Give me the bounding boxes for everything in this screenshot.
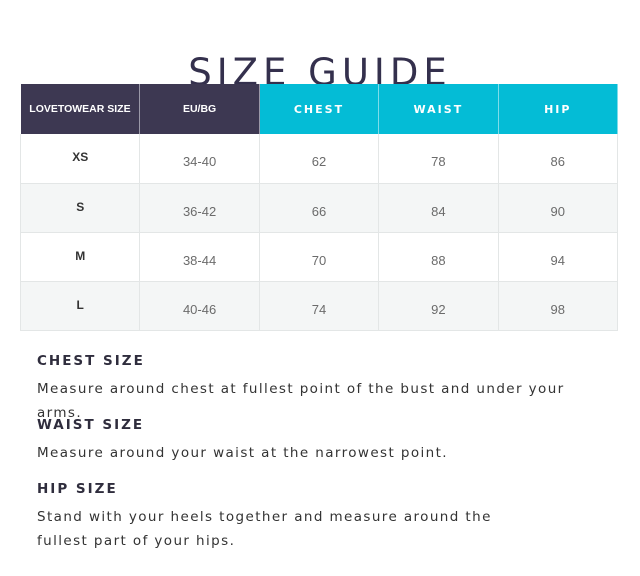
table-row: S 36-42 66 84 90 <box>19 183 619 233</box>
cell-chest: 66 <box>258 183 380 233</box>
cell-hip: 86 <box>497 134 619 184</box>
cell-waist: 88 <box>378 232 499 282</box>
table-row: XS 34-40 62 78 86 <box>19 134 619 184</box>
cell-chest: 62 <box>258 134 380 184</box>
header-waist: WAIST <box>378 84 499 134</box>
table-row: M 38-44 70 88 94 <box>19 232 619 282</box>
table-header-row: LOVETOWEAR SIZE EU/BG CHEST WAIST HIP <box>20 84 619 134</box>
waist-size-heading: WAIST SIZE <box>37 417 145 433</box>
cell-eu-bg: 38-44 <box>139 232 260 282</box>
waist-size-text: Measure around your waist at the narrowe… <box>37 445 448 461</box>
cell-hip: 90 <box>497 183 619 233</box>
cell-waist: 92 <box>378 281 499 331</box>
header-eu-bg: EU/BG <box>139 84 260 134</box>
hip-size-heading: HIP SIZE <box>37 481 118 497</box>
cell-eu-bg: 34-40 <box>139 134 260 184</box>
chest-size-text: Measure around chest at fullest point of… <box>37 381 565 421</box>
cell-size: L <box>19 281 141 331</box>
cell-size: M <box>19 232 141 282</box>
cell-chest: 70 <box>258 232 380 282</box>
waist-size-section: WAIST SIZE Measure around your waist at … <box>37 417 597 465</box>
header-lovetowear-size: LOVETOWEAR SIZE <box>20 84 141 134</box>
cell-chest: 74 <box>258 281 380 331</box>
table-row: L 40-46 74 92 98 <box>19 281 619 331</box>
cell-size: XS <box>19 134 141 184</box>
cell-hip: 98 <box>497 281 619 331</box>
hip-size-text: Stand with your heels together and measu… <box>37 509 492 549</box>
cell-eu-bg: 40-46 <box>139 281 260 331</box>
chest-size-section: CHEST SIZE Measure around chest at fulle… <box>37 353 597 425</box>
cell-size: S <box>19 183 141 233</box>
header-hip: HIP <box>498 84 619 134</box>
size-table: LOVETOWEAR SIZE EU/BG CHEST WAIST HIP XS… <box>19 84 619 331</box>
hip-size-section: HIP SIZE Stand with your heels together … <box>37 481 537 553</box>
chest-size-heading: CHEST SIZE <box>37 353 145 369</box>
cell-hip: 94 <box>497 232 619 282</box>
header-chest: CHEST <box>259 84 380 134</box>
cell-eu-bg: 36-42 <box>139 183 260 233</box>
cell-waist: 78 <box>378 134 499 184</box>
cell-waist: 84 <box>378 183 499 233</box>
